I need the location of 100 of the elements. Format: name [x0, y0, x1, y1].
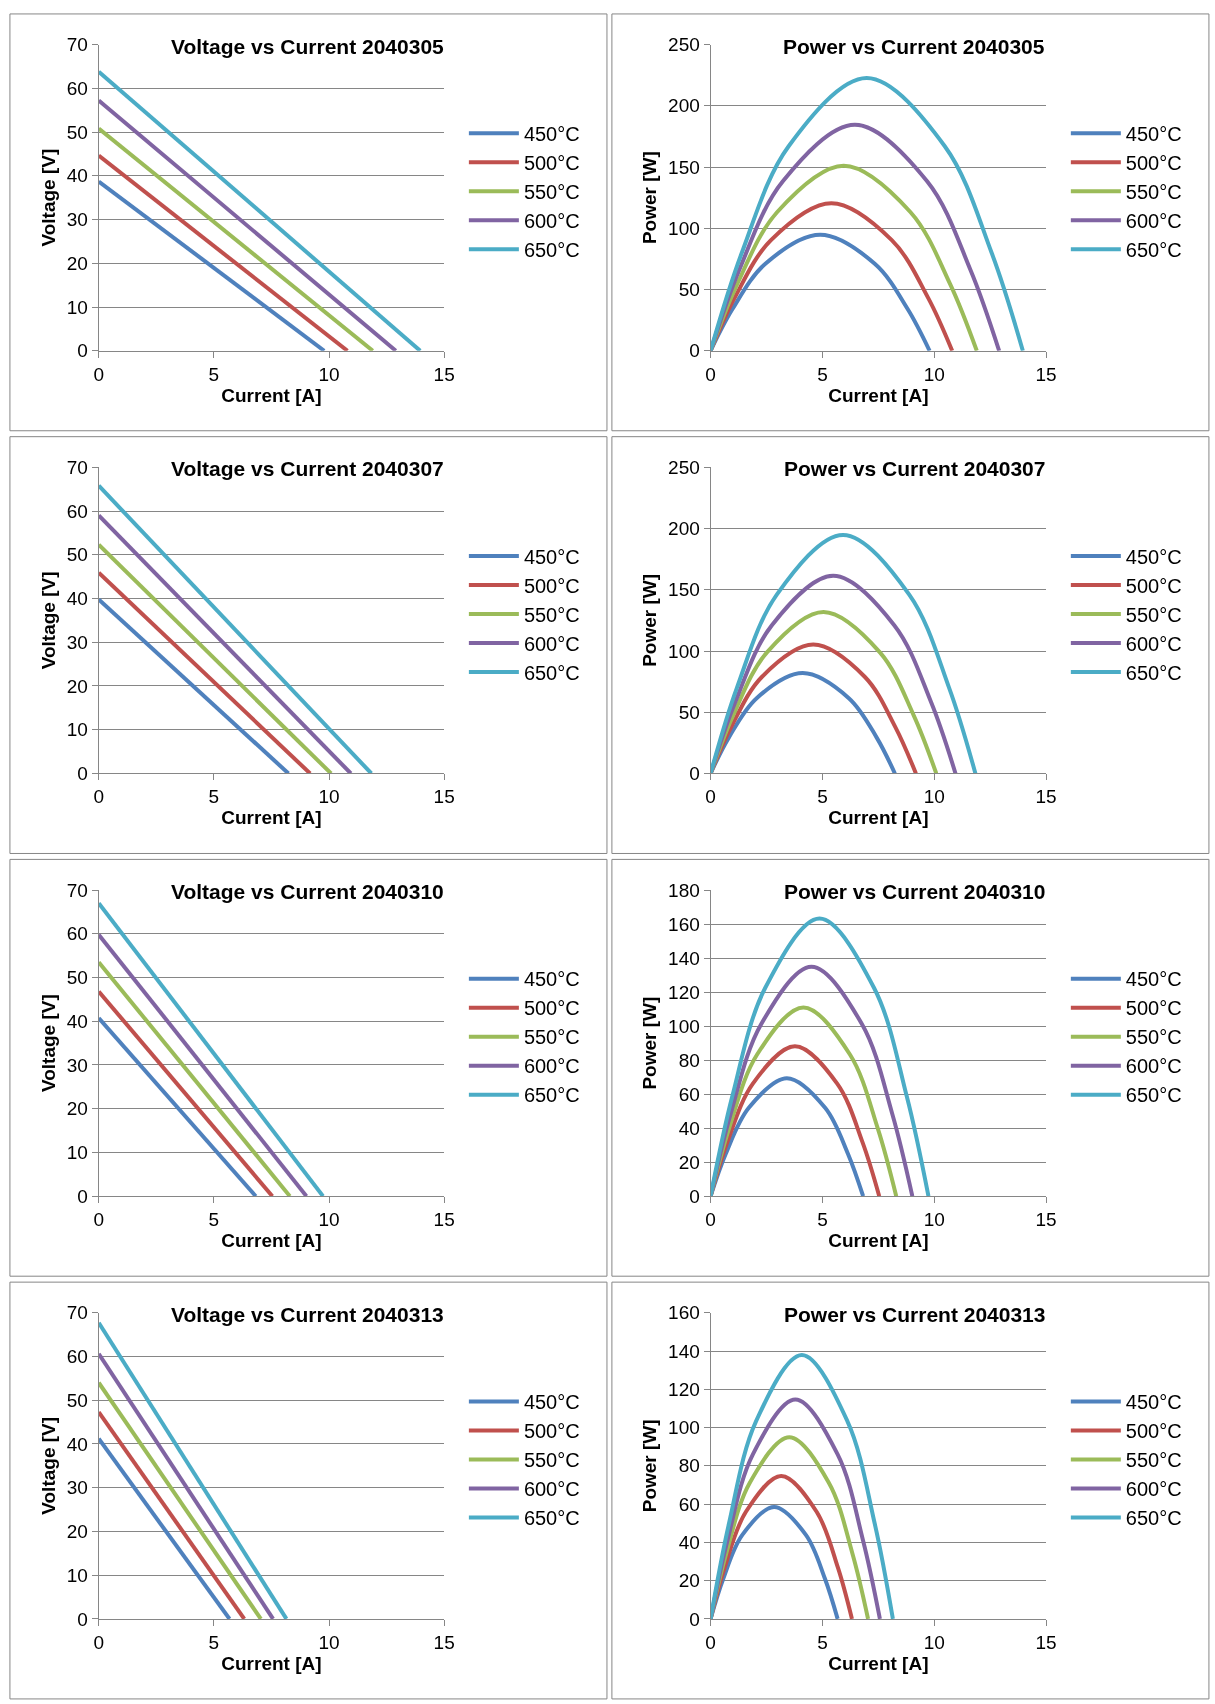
legend-label: 450°C: [523, 123, 580, 146]
legend-label: 500°C: [1125, 1420, 1182, 1443]
legend-label: 600°C: [1125, 632, 1182, 655]
y-tick-label: 20: [678, 1151, 700, 1173]
x-tick-label: 10: [923, 786, 945, 808]
legend-label: 550°C: [1125, 1449, 1182, 1472]
y-tick-label: 70: [66, 34, 88, 56]
legend-label: 550°C: [1125, 1026, 1182, 1049]
x-tick-label: 15: [433, 786, 455, 808]
y-tick-label: 20: [66, 1521, 88, 1543]
legend-label: 650°C: [1125, 239, 1182, 262]
y-tick-label: 50: [66, 967, 88, 989]
y-tick-label: 60: [678, 1083, 700, 1105]
legend-label: 650°C: [1125, 661, 1182, 684]
y-tick-label: 0: [689, 340, 700, 362]
legend-label: 500°C: [523, 152, 580, 175]
legend-label: 650°C: [523, 239, 580, 262]
x-tick-label: 0: [93, 363, 105, 385]
y-tick-label: 100: [668, 640, 700, 662]
x-axis-title: Current [A]: [221, 384, 322, 406]
x-tick-label: 5: [208, 1209, 220, 1230]
x-tick-label: 10: [923, 1209, 945, 1230]
y-tick-label: 60: [66, 500, 88, 522]
y-tick-label: 30: [66, 631, 88, 653]
y-tick-label: 0: [689, 1185, 700, 1207]
y-tick-label: 80: [678, 1455, 700, 1477]
y-axis-title: Power [W]: [638, 1419, 660, 1513]
y-tick-label: 0: [77, 1185, 88, 1207]
y-tick-label: 40: [66, 165, 88, 187]
x-tick-label: 10: [318, 363, 340, 385]
y-tick-label: 10: [66, 719, 88, 741]
y-tick-label: 0: [689, 763, 700, 785]
y-tick-label: 50: [66, 544, 88, 566]
y-tick-label: 140: [668, 1340, 700, 1362]
chart-title: Voltage vs Current 2040305: [171, 35, 445, 58]
line-series: [710, 1353, 895, 1619]
legend-label: 550°C: [1125, 603, 1182, 626]
legend-label: 450°C: [523, 1391, 580, 1414]
x-axis-title: Current [A]: [828, 384, 929, 406]
y-tick-label: 40: [66, 588, 88, 610]
legend-label: 600°C: [1125, 210, 1182, 233]
x-tick-label: 0: [705, 363, 716, 385]
legend-label: 550°C: [523, 1449, 580, 1472]
legend-label: 450°C: [523, 545, 580, 568]
y-tick-label: 150: [668, 156, 700, 178]
y-tick-label: 120: [668, 981, 700, 1003]
legend-label: 550°C: [523, 181, 580, 204]
y-tick-label: 0: [77, 1608, 88, 1630]
y-axis-title: Voltage [V]: [37, 994, 59, 1093]
x-tick-label: 0: [93, 1631, 105, 1653]
y-axis-title: Power [W]: [638, 573, 660, 667]
legend-label: 450°C: [1125, 968, 1182, 991]
legend-label: 650°C: [523, 661, 580, 684]
x-tick-label: 5: [208, 1631, 220, 1653]
y-tick-label: 20: [66, 1098, 88, 1120]
x-tick-label: 15: [1035, 1209, 1057, 1230]
y-axis-title: Power [W]: [638, 151, 660, 245]
y-tick-label: 30: [66, 1054, 88, 1076]
legend-label: 550°C: [1125, 181, 1182, 204]
x-tick-label: 5: [817, 363, 828, 385]
y-tick-label: 50: [678, 279, 700, 301]
legend-label: 600°C: [523, 632, 580, 655]
legend-label: 600°C: [523, 1478, 580, 1501]
y-tick-label: 50: [66, 1389, 88, 1411]
legend-label: 500°C: [523, 574, 580, 597]
x-tick-label: 10: [318, 1209, 340, 1230]
line-series: [710, 532, 978, 774]
x-tick-label: 15: [433, 1209, 455, 1230]
legend-label: 600°C: [523, 1055, 580, 1078]
chart-title: Power vs Current 2040305: [783, 35, 1045, 58]
y-axis-title: Voltage [V]: [37, 1416, 59, 1515]
y-tick-label: 100: [668, 1417, 700, 1439]
x-axis-title: Current [A]: [221, 1230, 322, 1251]
y-tick-label: 70: [66, 1302, 88, 1324]
y-tick-label: 100: [668, 1015, 700, 1037]
y-tick-label: 150: [668, 579, 700, 601]
x-tick-label: 5: [208, 363, 220, 385]
y-tick-label: 40: [678, 1532, 700, 1554]
y-tick-label: 20: [66, 252, 88, 274]
y-tick-label: 70: [66, 456, 88, 478]
x-tick-label: 5: [208, 786, 220, 808]
x-tick-label: 5: [817, 1209, 828, 1230]
y-tick-label: 10: [66, 1142, 88, 1164]
x-tick-label: 15: [1035, 363, 1057, 385]
legend-label: 500°C: [1125, 152, 1182, 175]
x-tick-label: 0: [705, 786, 716, 808]
x-tick-label: 15: [1035, 1631, 1057, 1653]
chart-title: Power vs Current 2040310: [784, 880, 1046, 903]
y-tick-label: 140: [668, 947, 700, 969]
y-tick-label: 70: [66, 879, 88, 901]
y-tick-label: 0: [689, 1608, 700, 1630]
chart-title: Power vs Current 2040307: [784, 457, 1046, 480]
y-tick-label: 50: [678, 701, 700, 723]
y-tick-label: 200: [668, 95, 700, 117]
legend-label: 650°C: [1125, 1084, 1182, 1107]
x-tick-label: 15: [433, 1631, 455, 1653]
x-tick-label: 5: [817, 1631, 828, 1653]
y-tick-label: 180: [668, 879, 700, 901]
x-tick-label: 10: [923, 1631, 945, 1653]
x-tick-label: 0: [93, 1209, 105, 1230]
